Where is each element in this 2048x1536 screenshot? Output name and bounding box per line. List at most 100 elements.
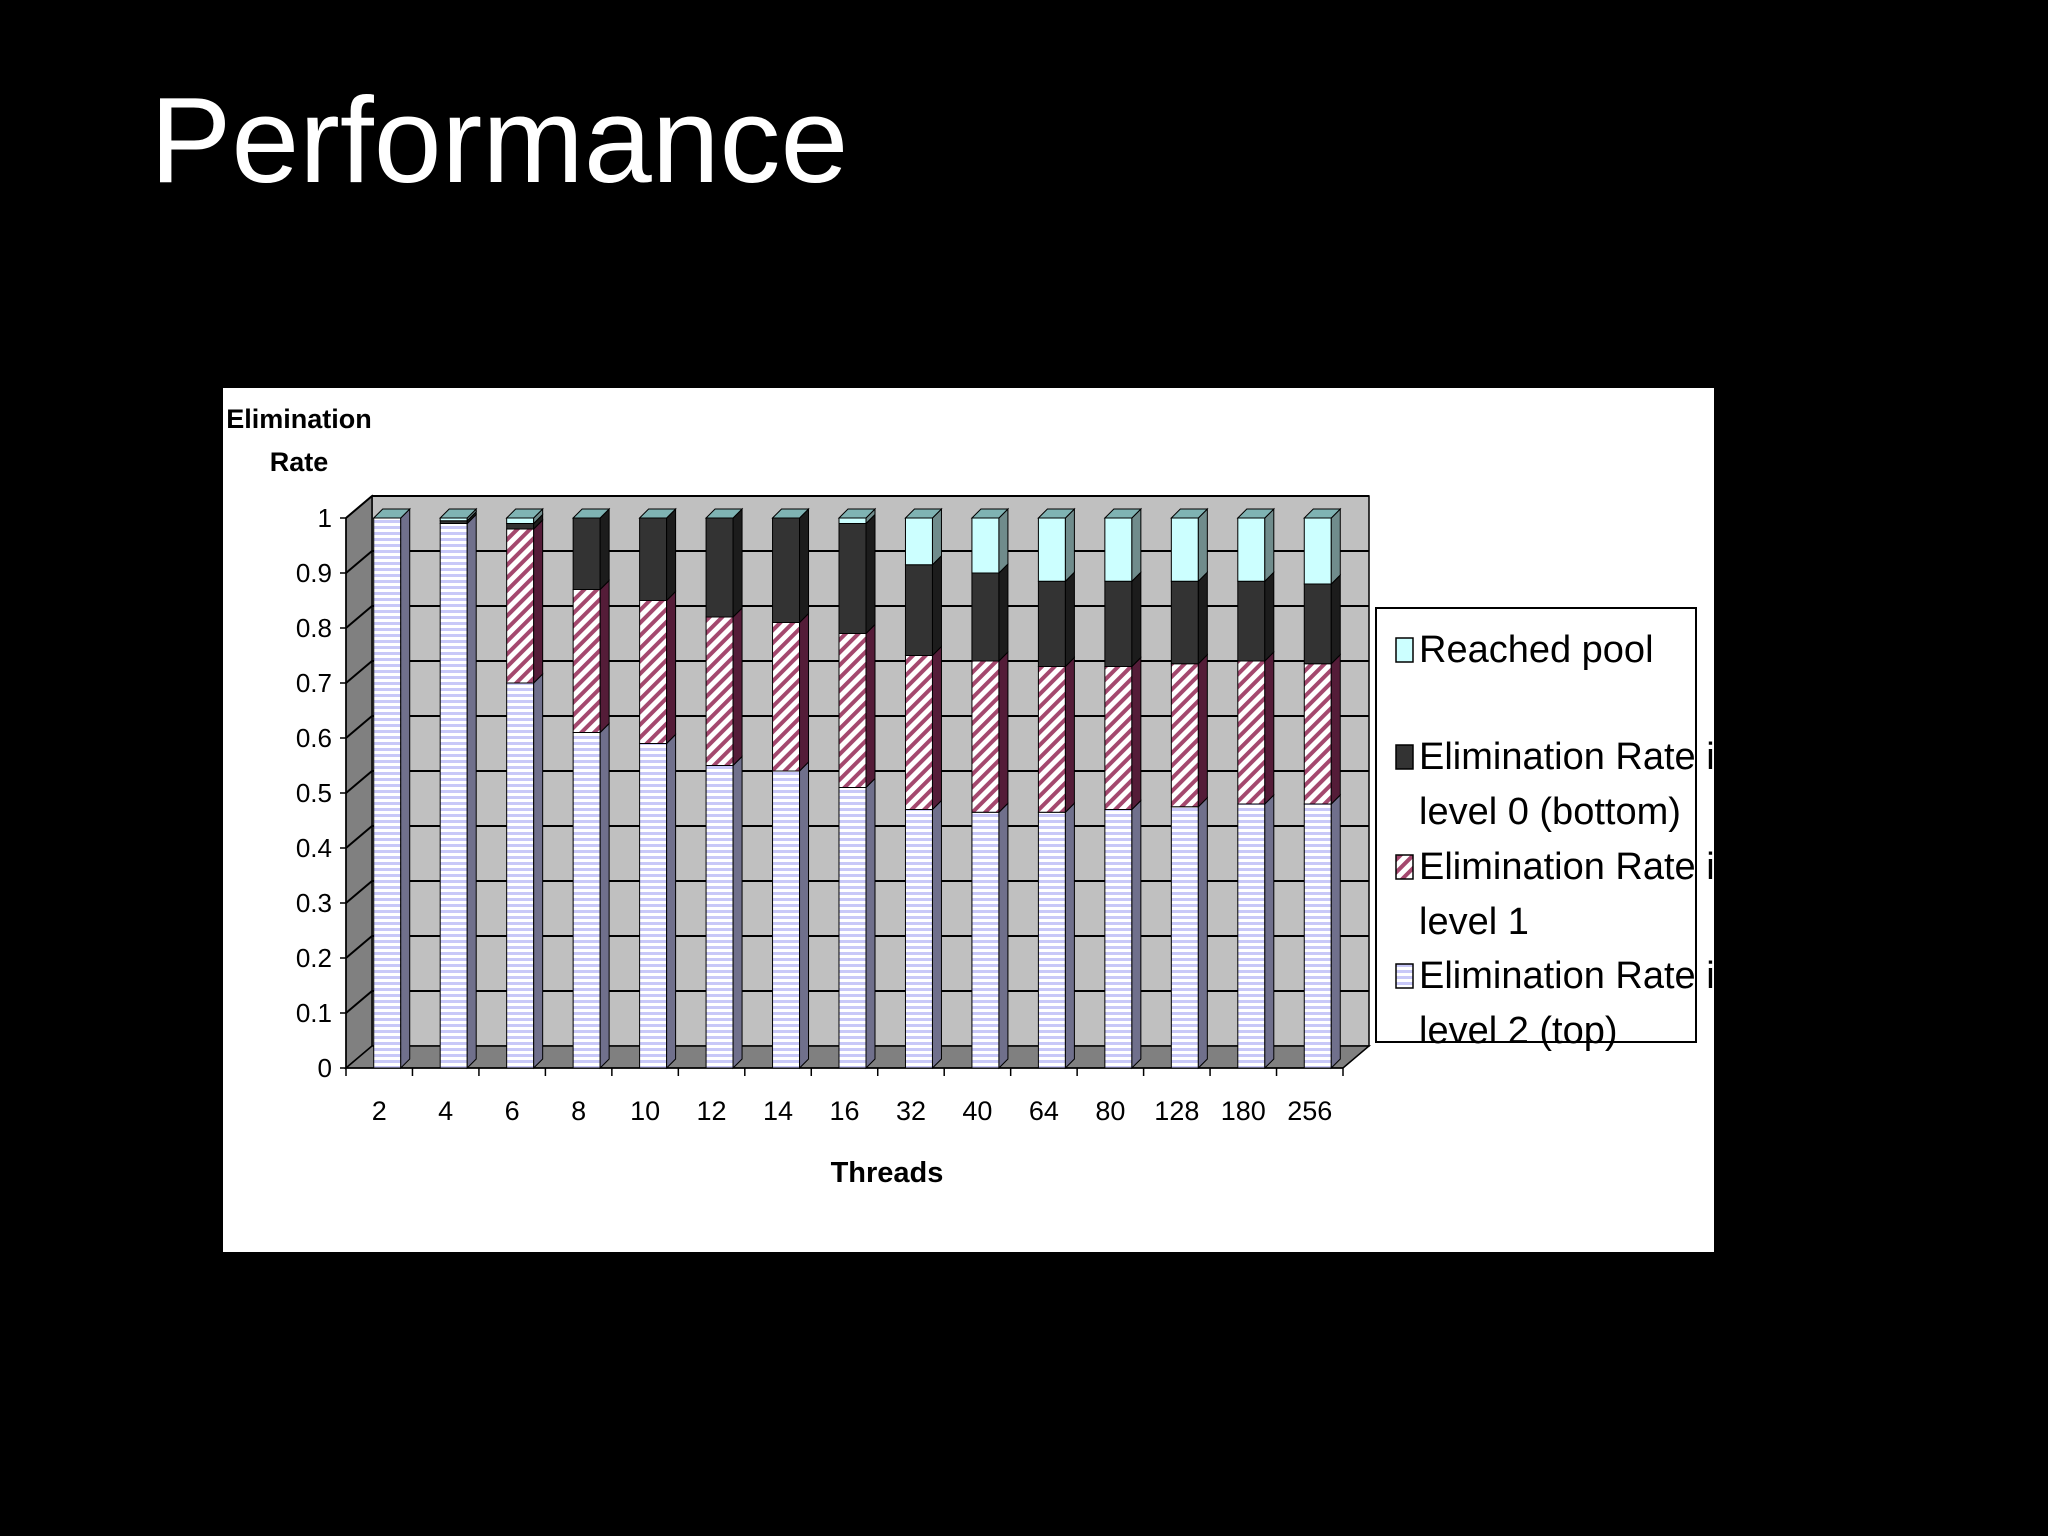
y-tick-label: 0.2 (296, 943, 332, 973)
y-tick-label: 0.8 (296, 613, 332, 643)
bar-segment (1037, 580, 1066, 667)
bar-segment (971, 517, 1000, 574)
legend-swatch (1395, 963, 1414, 989)
y-axis-title: Elimination Rate (226, 404, 372, 477)
gridline-side (345, 770, 373, 794)
x-tick-label: 10 (630, 1096, 660, 1126)
bar-segment (838, 633, 867, 788)
bar-segment-side (732, 507, 743, 619)
bar-segment-side (533, 518, 544, 685)
bar-segment (639, 517, 668, 601)
bar-segment-side (865, 777, 876, 1070)
bar-segment (1303, 583, 1332, 665)
bar-segment (904, 809, 933, 1069)
legend-label: Elimination Rate in (1419, 955, 1714, 997)
x-tick-label: 12 (697, 1096, 727, 1126)
bar-segment-side (533, 672, 544, 1070)
x-tick-label: 6 (505, 1096, 520, 1126)
x-axis-ticks: 2 4 6 8 10 12 14 16 32 40 64 80 128 180 256 (345, 1068, 1344, 1126)
bar-segment-side (1264, 507, 1275, 583)
bar-segment-side (1264, 571, 1275, 663)
x-tick-label: 4 (438, 1096, 453, 1126)
legend-label: Elimination Rate in (1419, 846, 1714, 888)
y-axis-title-line-2: Rate (270, 447, 329, 477)
bar-segment (772, 622, 801, 772)
bar-segment-side (931, 645, 942, 811)
gridline-side (345, 990, 373, 1014)
bar-segment (904, 564, 933, 656)
bar-segment (506, 682, 535, 1069)
bar-segment (904, 517, 933, 566)
bar-segment (838, 517, 867, 524)
bar-segment (705, 765, 734, 1069)
bar-segment (506, 528, 535, 684)
bar-cap (1236, 508, 1276, 519)
bar-segment-side (865, 623, 876, 789)
x-tick-label: 80 (1095, 1096, 1125, 1126)
bar-cap (904, 508, 943, 519)
y-tick-label: 0.5 (296, 778, 332, 808)
legend-box (1375, 607, 1697, 1043)
bar-segment-side (998, 562, 1009, 663)
gridline-side (345, 715, 373, 739)
x-tick-label: 32 (896, 1096, 926, 1126)
bar-segment (1104, 809, 1133, 1069)
legend: Reached pool Elimination Rate in level 0 (… (1375, 607, 1714, 1052)
bar-segment (639, 600, 668, 744)
x-tick-label: 256 (1287, 1096, 1332, 1126)
bar-segment (1303, 517, 1332, 585)
bar-cap (571, 508, 611, 519)
y-tick-label: 0.9 (296, 558, 332, 588)
bar-segment-side (666, 733, 677, 1070)
bar-segment (1170, 806, 1199, 1069)
bar-segment-side (998, 650, 1009, 814)
bar-segment (572, 517, 601, 590)
bar-segment (639, 743, 668, 1069)
bar-segment-side (799, 760, 810, 1070)
bar-cap (704, 508, 744, 519)
bar-segment (838, 523, 867, 634)
bar-segment (572, 732, 601, 1069)
bar-segment-side (1064, 802, 1075, 1070)
legend-swatch (1395, 744, 1414, 770)
y-tick-label: 0.6 (296, 723, 332, 753)
bar-segment (705, 517, 734, 618)
bar-segment (439, 523, 468, 1069)
bar-segment-side (1330, 507, 1341, 586)
bar-cap (372, 508, 411, 519)
bar-segment-side (599, 579, 610, 734)
bar-segment-side (1064, 507, 1075, 583)
bar-segment (772, 517, 801, 623)
bar-segment-side (1330, 793, 1341, 1070)
legend-label: level 0 (bottom) (1419, 791, 1681, 833)
gridline-side (345, 605, 373, 629)
bar-segment-side (1264, 650, 1275, 806)
bar-segment-side (865, 513, 876, 635)
bar-segment-side (400, 507, 411, 1070)
bar-segment-side (1131, 507, 1142, 583)
bar-segment (1237, 660, 1266, 805)
bar-segment-side (599, 507, 610, 591)
bar-cap (438, 508, 478, 519)
bar-segment-side (931, 554, 942, 657)
x-tick-label: 16 (829, 1096, 859, 1126)
gridline-side (345, 495, 373, 519)
y-tick-label: 0.7 (296, 668, 332, 698)
y-tick-label: 0.4 (296, 833, 332, 863)
legend-label: level 1 (1419, 901, 1529, 943)
bar-segment (1237, 580, 1266, 662)
bar-segment-side (1197, 796, 1208, 1070)
bar-cap (837, 508, 877, 519)
bar-segment (772, 770, 801, 1069)
bar-segment-side (799, 612, 810, 773)
bar-segment-side (1131, 571, 1142, 668)
bar-segment-side (998, 507, 1009, 575)
bar-segment (1170, 663, 1199, 808)
bar-segment (1237, 517, 1266, 582)
gridline-side (345, 880, 373, 904)
bar-segment (1104, 580, 1133, 667)
bar-segment (1237, 803, 1266, 1069)
bar-segment-side (931, 507, 942, 566)
x-tick-label: 8 (571, 1096, 586, 1126)
bar-segment (572, 589, 601, 733)
